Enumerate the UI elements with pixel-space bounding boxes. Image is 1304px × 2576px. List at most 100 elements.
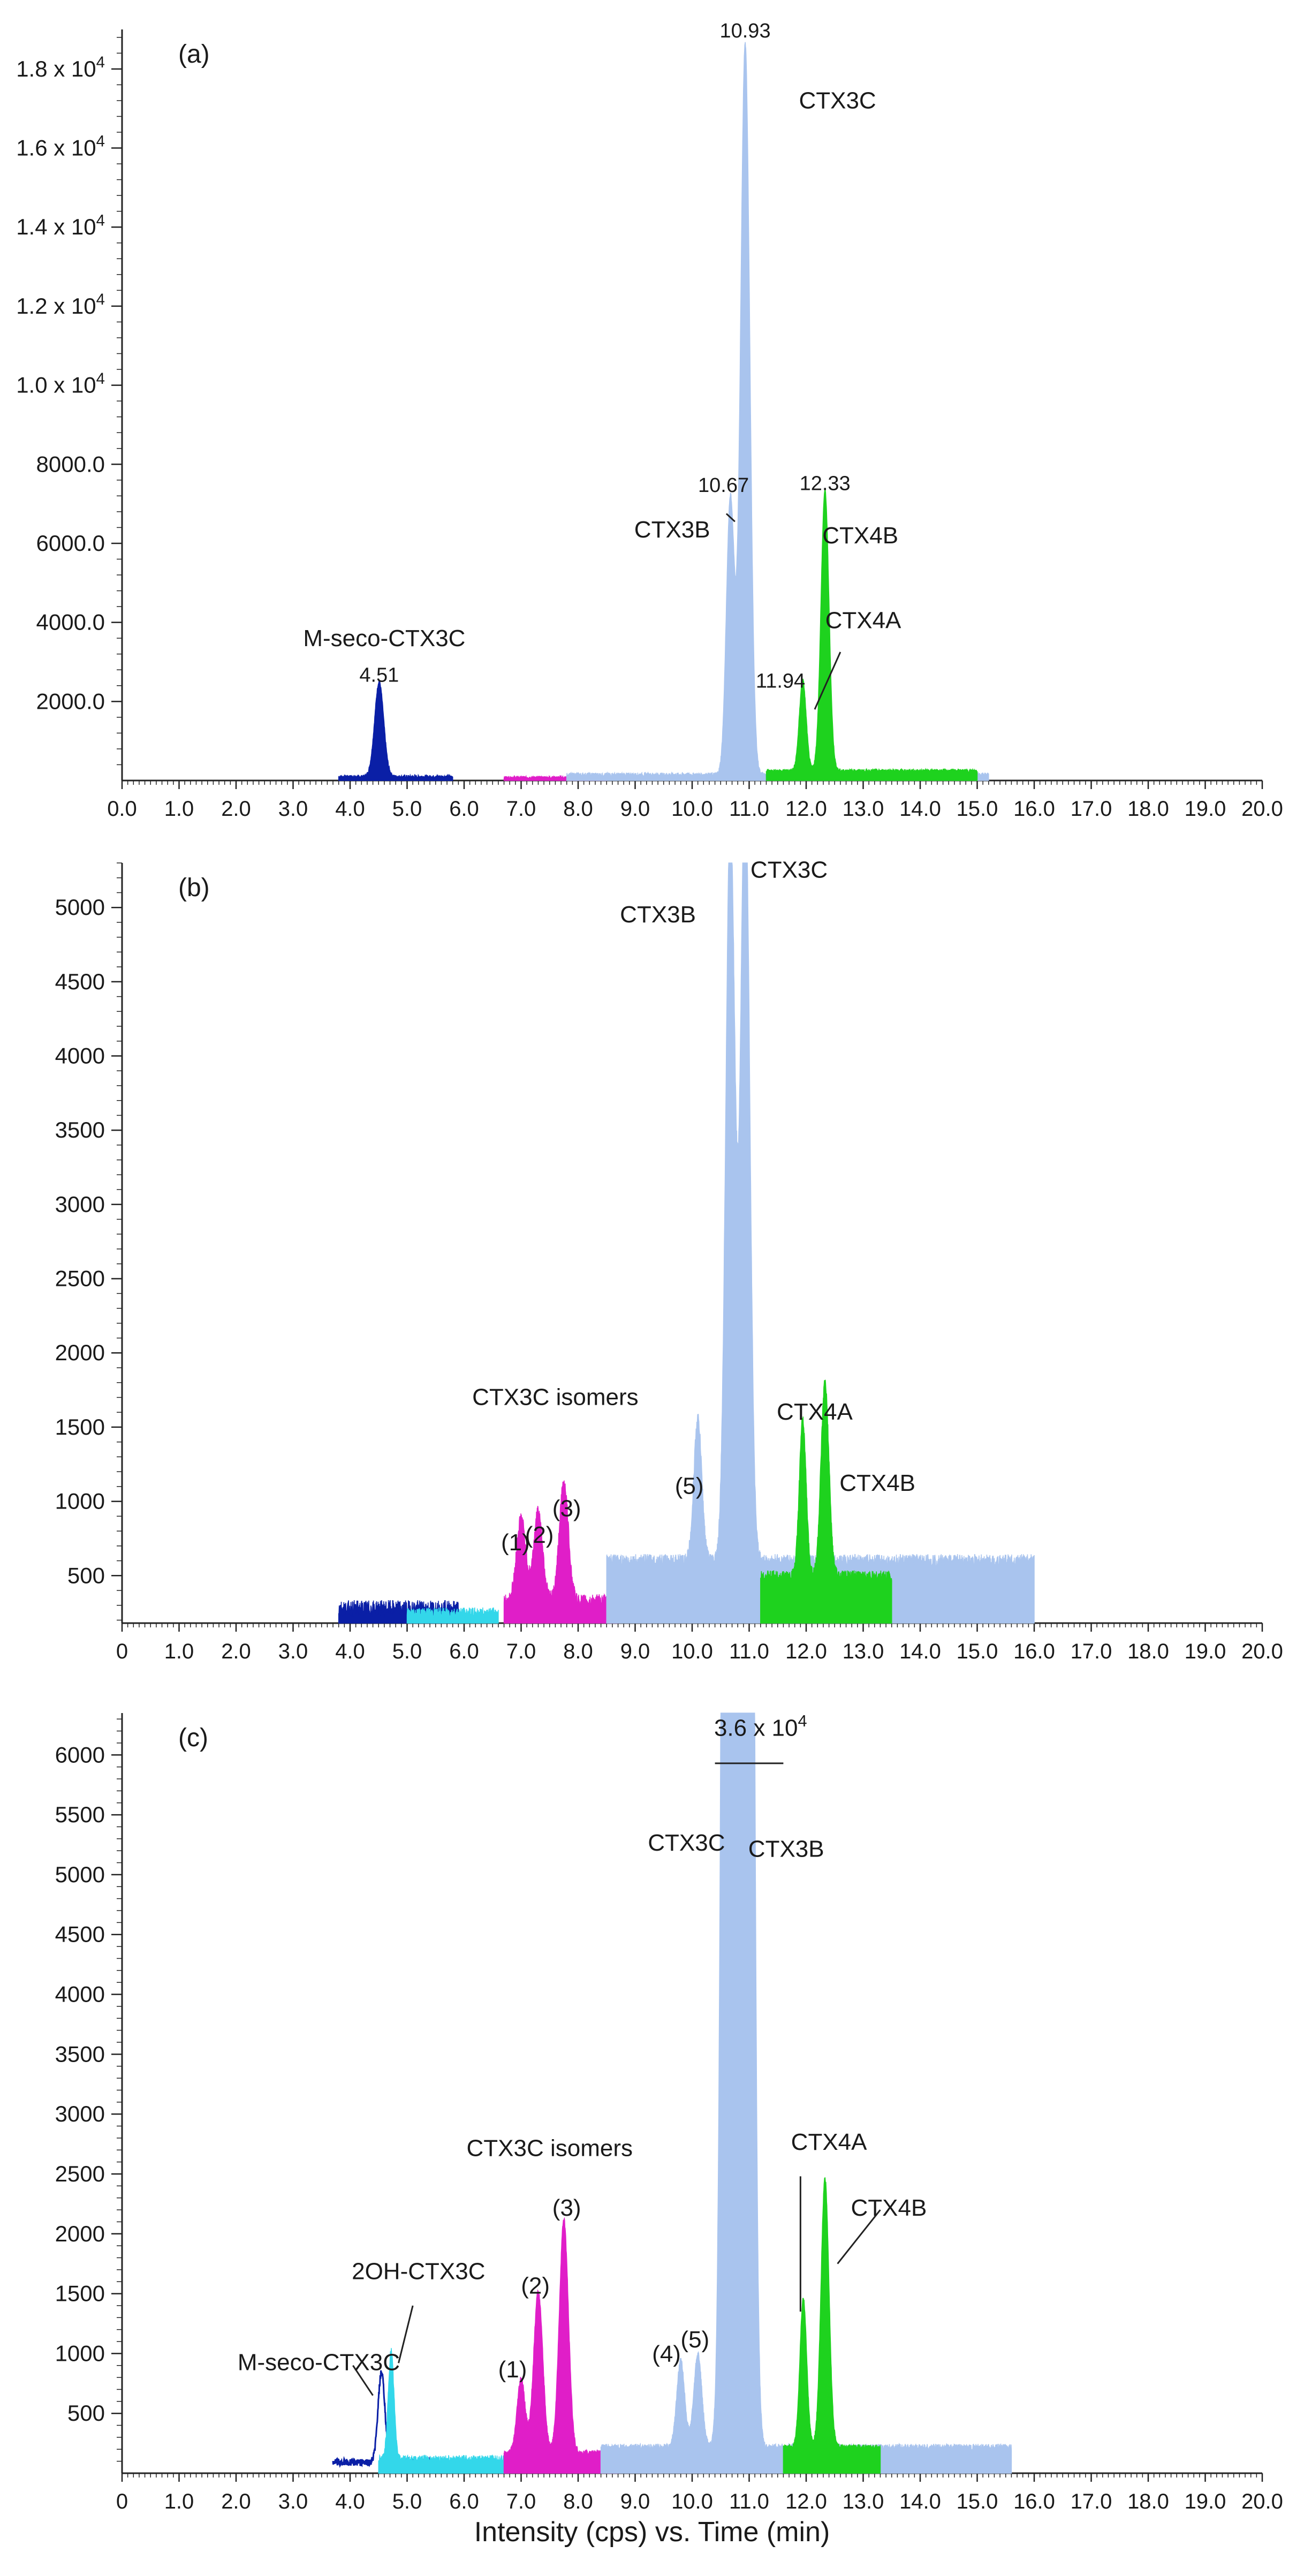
x-tick-label: 11.0 <box>729 2490 769 2513</box>
x-tick-label: 1.0 <box>164 797 194 821</box>
chromatogram-trace-fill <box>503 1480 619 1624</box>
x-tick-label: 18.0 <box>1127 2490 1169 2513</box>
x-tick-label: 11.0 <box>729 1640 769 1663</box>
x-tick-label: 3.0 <box>278 2490 308 2513</box>
peak-annotation: (2) <box>525 1522 554 1548</box>
leader-line <box>814 651 841 710</box>
peak-annotation: CTX3C isomers <box>467 2135 633 2161</box>
peak-annotation: (3) <box>552 2195 581 2221</box>
x-tick-label: 12.0 <box>785 2490 827 2513</box>
x-tick-label: 7.0 <box>506 2490 536 2513</box>
leader-line <box>398 2305 414 2363</box>
x-tick-label: 12.0 <box>785 1640 827 1663</box>
y-tick-label: 4000 <box>55 1982 105 2007</box>
peak-annotation: CTX4A <box>825 608 901 634</box>
x-tick-label: 0.0 <box>107 797 137 821</box>
peak-annotation: (1) <box>498 2357 527 2383</box>
y-tick-label: 1.4 x 104 <box>16 211 105 239</box>
x-tick-label: 15.0 <box>957 797 998 821</box>
x-tick-label: 5.0 <box>392 1640 422 1663</box>
chromatogram-trace-fill <box>765 488 978 781</box>
x-tick-label: 11.0 <box>729 797 769 821</box>
y-tick-label: 2000.0 <box>36 688 105 714</box>
truncated-peak-label: 3.6 x 104 <box>714 1711 807 1741</box>
panel-c: 0 1.0 2.0 3.0 4.0 5.0 6.0 7.0 8.0 9.0 10.0 11.0 12.0… <box>55 1711 1283 2513</box>
y-tick-label: 3000 <box>55 1192 105 1217</box>
x-tick-label: 20.0 <box>1241 797 1283 821</box>
panel-label: (c) <box>178 1724 208 1752</box>
x-tick-label: 9.0 <box>620 797 650 821</box>
peak-annotation: CTX4B <box>851 2195 927 2221</box>
y-tick-label: 2500 <box>55 2161 105 2186</box>
panel-a: 0.0 1.0 2.0 3.0 4.0 5.0 6.0 7.0 8.0 9.0 10.0 11.0 12… <box>16 20 1283 821</box>
y-tick-label: 1.6 x 104 <box>16 133 105 161</box>
x-tick-label: 2.0 <box>221 797 251 821</box>
x-tick-label: 17.0 <box>1071 2490 1112 2513</box>
leader-line <box>352 2365 374 2396</box>
y-tick-label: 6000.0 <box>36 531 105 556</box>
peak-annotation: CTX3B <box>634 517 710 543</box>
x-tick-label: 20.0 <box>1241 1640 1283 1663</box>
x-tick-label: 13.0 <box>843 797 884 821</box>
x-tick-label: 18.0 <box>1127 1640 1169 1663</box>
y-tick-label: 4500 <box>55 969 105 994</box>
x-tick-label: 16.0 <box>1013 797 1055 821</box>
x-tick-label: 17.0 <box>1071 797 1112 821</box>
retention-time-label: 4.51 <box>359 664 399 686</box>
peak-annotation: CTX3C isomers <box>472 1384 639 1410</box>
y-tick-label: 1500 <box>55 1414 105 1439</box>
panel-label: (b) <box>178 874 210 902</box>
x-tick-label: 7.0 <box>506 797 536 821</box>
x-tick-label: 19.0 <box>1185 2490 1226 2513</box>
peak-annotation: M-seco-CTX3C <box>303 625 465 651</box>
peak-annotation: (4) <box>652 2341 681 2367</box>
x-tick-label: 9.0 <box>620 1640 650 1663</box>
panel-b: 0 1.0 2.0 3.0 4.0 5.0 6.0 7.0 8.0 9.0 10.0 11.0 12.0… <box>55 857 1283 1663</box>
x-tick-label: 3.0 <box>278 797 308 821</box>
chromatogram-trace-fill <box>503 2217 619 2474</box>
x-tick-label: 8.0 <box>563 1640 593 1663</box>
peak-annotation: (5) <box>680 2327 709 2353</box>
y-tick-label: 1.0 x 104 <box>16 370 105 398</box>
chromatogram-trace-fill <box>378 2348 510 2474</box>
peak-annotation: (1) <box>501 1529 530 1556</box>
x-tick-label: 16.0 <box>1013 1640 1055 1663</box>
chromatogram-trace-fill <box>338 680 453 781</box>
x-tick-label: 17.0 <box>1071 1640 1112 1663</box>
peak-annotation: 2OH-CTX3C <box>352 2259 485 2285</box>
y-tick-label: 500 <box>67 1563 105 1588</box>
x-tick-label: 2.0 <box>221 1640 251 1663</box>
x-tick-label: 4.0 <box>335 2490 365 2513</box>
x-axis-title: Intensity (cps) vs. Time (min) <box>474 2517 830 2548</box>
leader-line <box>725 513 736 522</box>
x-tick-label: 19.0 <box>1185 1640 1226 1663</box>
y-tick-label: 2000 <box>55 1340 105 1365</box>
peak-annotation: CTX4A <box>791 2129 867 2155</box>
y-tick-label: 2000 <box>55 2221 105 2246</box>
y-tick-label: 1.2 x 104 <box>16 291 105 319</box>
x-tick-label: 2.0 <box>221 2490 251 2513</box>
x-tick-label: 12.0 <box>785 797 827 821</box>
x-tick-label: 9.0 <box>620 2490 650 2513</box>
x-tick-label: 1.0 <box>164 1640 194 1663</box>
chromatogram-trace-fill <box>406 1607 499 1624</box>
x-tick-label: 10.0 <box>671 1640 713 1663</box>
x-tick-label: 13.0 <box>843 2490 884 2513</box>
retention-time-label: 11.94 <box>756 670 805 692</box>
x-tick-label: 5.0 <box>392 2490 422 2513</box>
chromatogram-trace-fill <box>783 2177 881 2474</box>
peak-annotation: CTX3B <box>620 901 696 928</box>
x-tick-label: 10.0 <box>671 797 713 821</box>
x-tick-label: 16.0 <box>1013 2490 1055 2513</box>
x-tick-label: 14.0 <box>899 2490 941 2513</box>
y-tick-label: 5500 <box>55 1802 105 1827</box>
peak-annotation: CTX3C <box>750 857 828 883</box>
y-tick-label: 3000 <box>55 2101 105 2126</box>
retention-time-label: 10.93 <box>719 20 770 42</box>
x-tick-label: 1.0 <box>164 2490 194 2513</box>
x-tick-label: 0 <box>116 2490 128 2513</box>
panel-label: (a) <box>178 40 210 69</box>
y-tick-label: 1500 <box>55 2281 105 2306</box>
y-tick-label: 2500 <box>55 1266 105 1291</box>
x-tick-label: 0 <box>116 1640 128 1663</box>
